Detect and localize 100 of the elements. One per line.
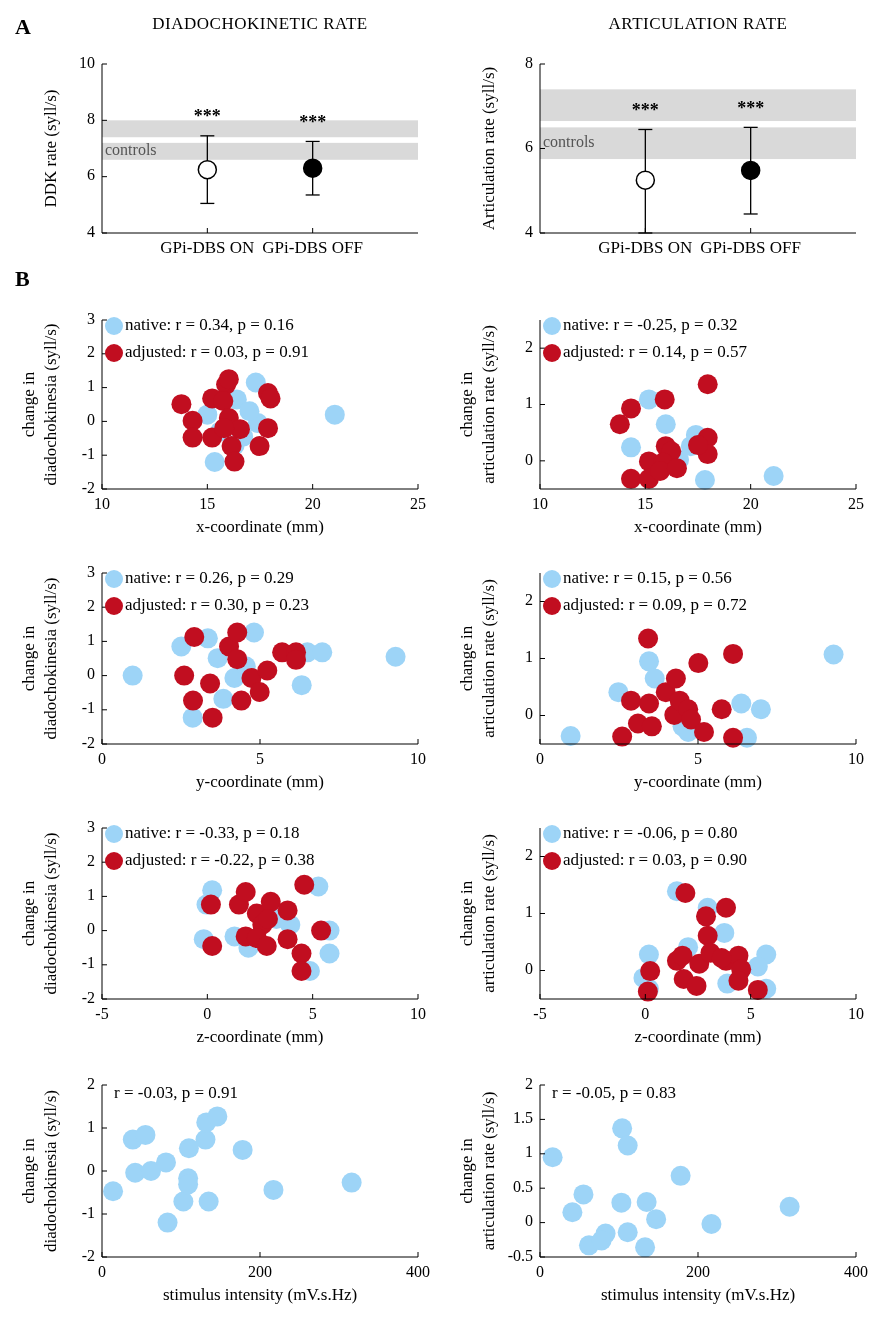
point	[621, 690, 642, 711]
x-tick-label: 0	[641, 1005, 650, 1022]
x-axis-title: y-coordinate (mm)	[634, 772, 762, 791]
point	[611, 1192, 632, 1213]
point	[686, 975, 707, 996]
point	[249, 436, 270, 457]
y-tick-label: 1	[525, 1143, 533, 1161]
point	[184, 626, 205, 647]
y-tick-label: 0.5	[513, 1177, 533, 1195]
point	[174, 665, 195, 686]
point	[195, 1129, 216, 1150]
point	[617, 1135, 638, 1156]
point	[681, 709, 702, 730]
x-tick-label: 15	[637, 495, 654, 512]
y-tick-label: 0	[525, 960, 533, 978]
point	[235, 881, 256, 902]
point	[202, 707, 223, 728]
point	[218, 369, 239, 390]
point	[249, 682, 270, 703]
x-tick-label: -5	[533, 1005, 547, 1022]
point	[227, 622, 248, 643]
point	[731, 693, 752, 714]
point	[213, 391, 234, 412]
x-tick-label: 10	[410, 1005, 426, 1022]
y-tick-label: 1	[87, 1117, 95, 1135]
legend-label: adjusted: r = 0.09, p = 0.72	[563, 594, 747, 614]
band-label: controls	[105, 140, 157, 158]
x-tick-label: 15	[199, 495, 216, 512]
y-axis-title: change in diadochokinesia (syll/s)	[19, 832, 60, 995]
point	[257, 660, 278, 681]
point	[183, 690, 204, 711]
point	[324, 404, 345, 425]
x-tick-label: GPi-DBS ON	[598, 238, 693, 257]
annotation: ***	[193, 105, 221, 126]
y-tick-label: 1	[87, 886, 95, 904]
point	[244, 622, 264, 643]
point	[227, 649, 248, 670]
y-tick-label: 0	[87, 920, 95, 938]
text: B	[15, 266, 30, 291]
y-tick-label: -1	[81, 1203, 95, 1221]
x-tick-label: 20	[742, 495, 759, 512]
y-tick-label: 1.5	[513, 1109, 533, 1127]
point	[638, 944, 659, 965]
point	[214, 418, 235, 439]
point	[655, 414, 676, 435]
point	[573, 1184, 594, 1205]
x-axis-title: x-coordinate (mm)	[634, 517, 762, 536]
y-axis-title: change in diadochokinesia (syll/s)	[19, 323, 60, 486]
annotation: ***	[737, 97, 765, 118]
y-axis-title: change in articulation rate (syll/s)	[457, 579, 498, 738]
point	[711, 947, 732, 968]
point	[694, 722, 714, 743]
chart-title: DIADOCHOKINETIC RATE	[152, 14, 368, 33]
legend-label: native: r = 0.26, p = 0.29	[125, 567, 294, 587]
point	[639, 693, 660, 714]
point	[747, 956, 768, 977]
y-tick-label: -1	[81, 444, 95, 462]
point	[202, 935, 223, 956]
y-tick-label: -2	[81, 478, 95, 496]
y-tick-label: 0	[525, 450, 533, 468]
point	[311, 920, 332, 941]
y-tick-label: 0	[87, 1160, 95, 1178]
legend-label: adjusted: r = 0.03, p = 0.91	[125, 341, 309, 361]
x-axis-title: x-coordinate (mm)	[196, 517, 324, 536]
point	[697, 374, 718, 395]
y-tick-label: 3	[87, 309, 95, 327]
point	[696, 906, 717, 927]
point	[182, 410, 203, 431]
point	[635, 1237, 656, 1258]
x-tick-label: 5	[308, 1005, 317, 1022]
point	[638, 628, 659, 649]
x-axis-title: z-coordinate (mm)	[196, 1027, 324, 1046]
y-tick-label: 1	[87, 631, 95, 649]
point	[291, 960, 312, 981]
y-tick-label: 3	[87, 562, 95, 580]
legend-label: adjusted: r = 0.14, p = 0.57	[563, 341, 748, 361]
y-tick-label: 0	[525, 1212, 533, 1230]
y-axis-title: change in diadochokinesia (syll/s)	[19, 1090, 60, 1252]
x-tick-label: GPi-DBS ON	[160, 238, 255, 257]
legend-label: adjusted: r = 0.03, p = 0.90	[563, 849, 747, 869]
y-tick-label: 2	[87, 851, 95, 869]
point	[591, 1230, 612, 1251]
point	[644, 668, 665, 689]
x-tick-label: 0	[536, 750, 544, 767]
point	[239, 401, 260, 422]
annotation: r = -0.05, p = 0.83	[552, 1083, 676, 1102]
x-tick-label: 0	[203, 1005, 212, 1022]
point	[609, 414, 630, 435]
point	[701, 1213, 722, 1234]
point	[694, 469, 715, 490]
legend-label: native: r = -0.06, p = 0.80	[563, 822, 738, 842]
point	[714, 922, 735, 943]
point	[385, 646, 406, 667]
x-tick-label: 10	[848, 750, 864, 767]
y-tick-label: 6	[525, 138, 533, 156]
point	[155, 1152, 176, 1173]
x-tick-label: 0	[98, 1263, 106, 1280]
y-tick-label: 2	[525, 846, 533, 864]
point	[542, 1147, 563, 1168]
y-tick-label: 2	[87, 1074, 95, 1092]
